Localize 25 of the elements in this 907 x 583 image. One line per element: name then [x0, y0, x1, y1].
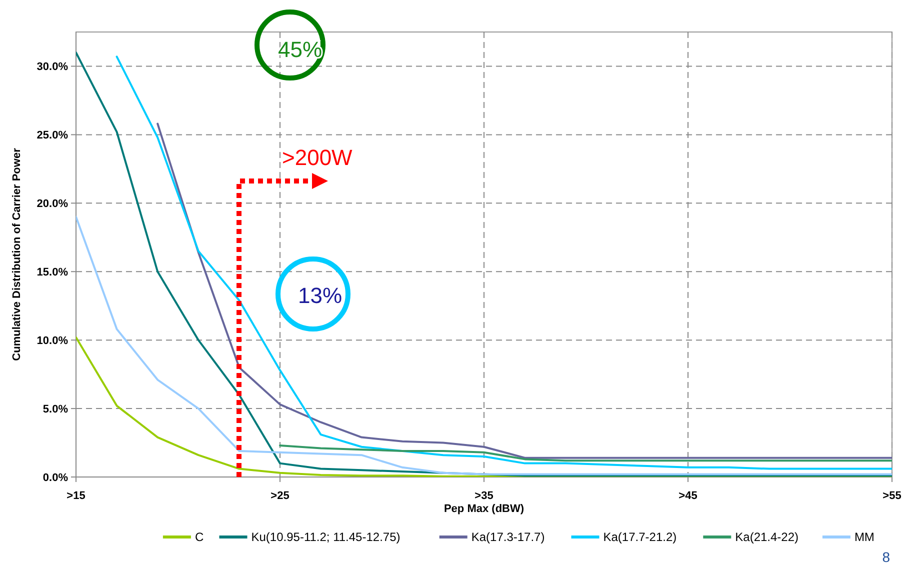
legend-label: Ka(17.7-21.2): [603, 530, 677, 544]
line-series: [279, 444, 892, 462]
y-tick-label: 30.0%: [36, 61, 68, 74]
y-tick-label: 5.0%: [42, 403, 68, 416]
x-tick-label: >35: [474, 490, 494, 502]
annotation: 13%: [298, 283, 342, 308]
annotation: >200W: [282, 145, 353, 170]
legend-label: C: [194, 530, 204, 544]
x-tick-label: >45: [678, 490, 698, 502]
y-tick-label: 25.0%: [36, 130, 68, 142]
x-tick-label: >15: [66, 490, 86, 502]
x-axis-title: Pep Max (dBW): [444, 503, 524, 515]
y-tick-label: 10.0%: [36, 334, 68, 347]
y-axis-title: Cumulative Distribution of Carrier Power: [11, 147, 23, 361]
legend-label: Ku(10.95-11.2; 11.45-12.75): [251, 530, 400, 544]
legend-label: MM: [854, 530, 874, 544]
y-tick-label: 15.0%: [36, 266, 68, 278]
line-series: [156, 122, 892, 459]
x-tick-label: >25: [270, 490, 290, 502]
legend-label: Ka(21.4-22): [735, 530, 799, 544]
text: 8: [882, 549, 890, 565]
legend-label: Ka(17.3-17.7): [471, 530, 545, 544]
y-tick-label: 20.0%: [36, 198, 68, 210]
y-tick-label: 0.0%: [42, 472, 68, 484]
x-tick-label: >55: [882, 490, 902, 502]
